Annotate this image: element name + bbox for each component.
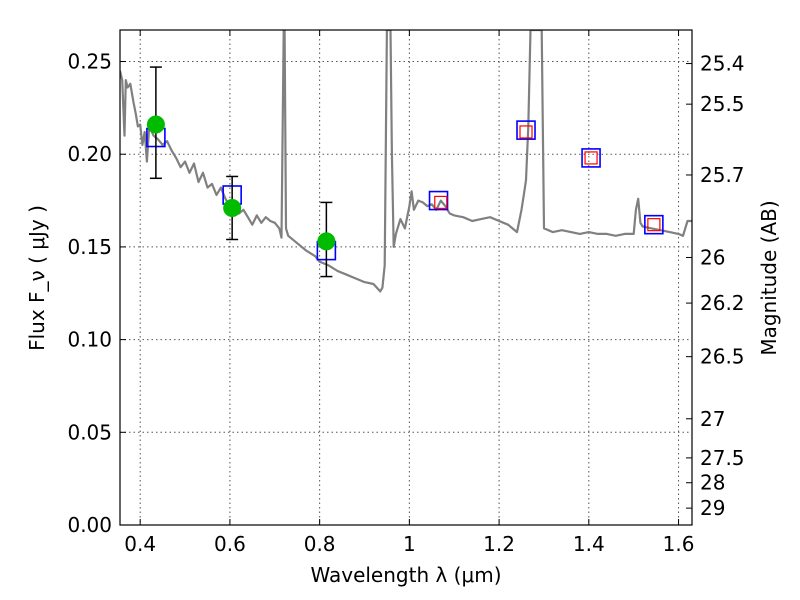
y-tick-label: 0.00: [67, 513, 112, 537]
y2-tick-label: 27.5: [700, 446, 745, 470]
x-tick-label: 1: [403, 532, 416, 556]
plot-frame: [119, 29, 693, 526]
photometry-layer: [146, 66, 664, 278]
y2-tick-label: 29: [700, 496, 725, 520]
y-tick-label: 0.05: [67, 420, 112, 444]
y2-tick-label: 26: [700, 245, 725, 269]
y-tick-label: 0.25: [67, 50, 112, 74]
data-point: [223, 198, 242, 217]
photometry-point: [644, 214, 664, 235]
x-tick-label: 0.6: [214, 532, 246, 556]
y-tick-label: 0.15: [67, 235, 112, 259]
x-tick-label: 0.4: [124, 532, 156, 556]
data-point: [146, 115, 165, 134]
y2-tick-label: 25.7: [700, 163, 745, 187]
photometry-point: [428, 190, 449, 211]
x-tick-label: 0.8: [304, 532, 336, 556]
data-point: [317, 232, 336, 251]
photometry-point: [647, 218, 661, 232]
spectrum-layer: [120, 30, 692, 293]
x-tick-label: 1.4: [573, 532, 605, 556]
y2-tick-label: 28: [700, 471, 725, 495]
photometry-point: [516, 120, 536, 140]
x-axis-label: Wavelength λ (μm): [310, 563, 501, 587]
grid: [120, 30, 692, 526]
y-axis-label: Flux F_ν ( μJy ): [25, 205, 49, 351]
y2-tick-label: 26.5: [700, 345, 745, 369]
y-tick-label: 0.10: [67, 328, 112, 352]
x-tick-label: 1.6: [663, 532, 695, 556]
spectrum-line: [120, 30, 692, 293]
y2-tick-label: 27: [700, 407, 725, 431]
photometry-point: [519, 125, 533, 139]
photometry-point: [581, 148, 601, 168]
y2-tick-label: 25.5: [700, 92, 745, 116]
photometry-point: [584, 151, 598, 165]
ticks: 0.4 0.6 0.8 1 1.2 1.4 1.6 0.00 0.05 0.10 0.15 0.20 0…: [67, 30, 745, 556]
y-tick-label: 0.20: [67, 142, 112, 166]
y2-tick-label: 26.2: [700, 291, 745, 315]
y2-axis-label: Magnitude (AB): [757, 200, 781, 355]
photometry-point: [434, 195, 448, 210]
x-tick-label: 1.2: [483, 532, 515, 556]
y2-tick-label: 25.4: [700, 52, 745, 76]
